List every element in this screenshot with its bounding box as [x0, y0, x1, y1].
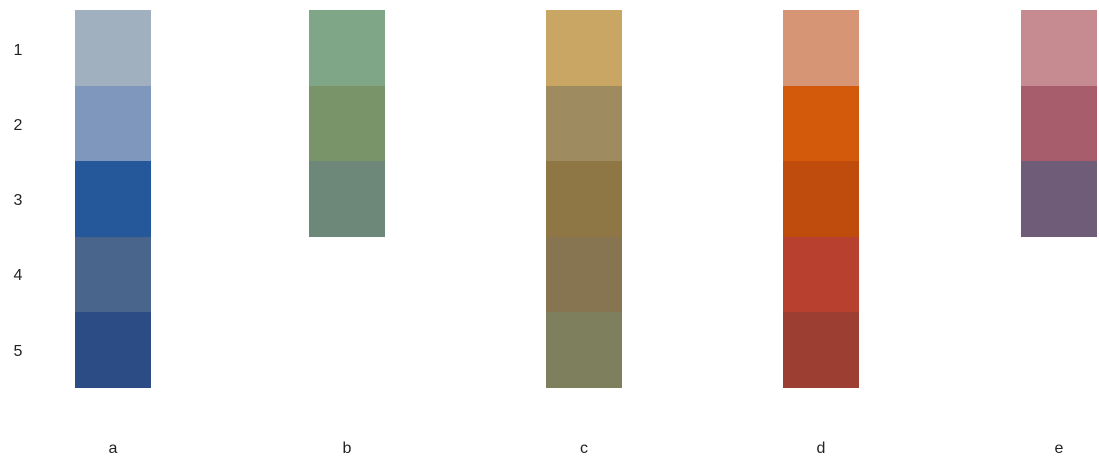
swatch-column-c	[546, 10, 622, 388]
row-label-5: 5	[13, 343, 23, 360]
swatch-a-4	[75, 236, 151, 312]
swatch-c-1	[546, 10, 622, 86]
swatch-a-2	[75, 85, 151, 161]
row-label-4: 4	[13, 267, 23, 284]
swatch-c-5	[546, 312, 622, 388]
swatch-d-4	[783, 236, 859, 312]
swatch-d-2	[783, 85, 859, 161]
row-label-1: 1	[13, 42, 23, 59]
swatch-d-5	[783, 312, 859, 388]
swatch-e-3	[1021, 161, 1097, 237]
swatch-e-2	[1021, 85, 1097, 161]
swatch-column-b	[309, 10, 385, 237]
swatch-b-2	[309, 85, 385, 161]
column-label-a: a	[108, 440, 118, 457]
swatch-e-1	[1021, 10, 1097, 86]
swatch-c-4	[546, 236, 622, 312]
swatch-column-a	[75, 10, 151, 388]
swatch-column-e	[1021, 10, 1097, 237]
swatch-d-3	[783, 161, 859, 237]
column-label-e: e	[1054, 440, 1064, 457]
column-label-d: d	[816, 440, 826, 457]
swatch-d-1	[783, 10, 859, 86]
swatch-b-1	[309, 10, 385, 86]
column-label-b: b	[342, 440, 352, 457]
row-label-2: 2	[13, 117, 23, 134]
row-label-3: 3	[13, 192, 23, 209]
swatch-a-3	[75, 161, 151, 237]
column-label-c: c	[580, 440, 588, 457]
swatch-c-3	[546, 161, 622, 237]
swatch-c-2	[546, 85, 622, 161]
swatch-a-5	[75, 312, 151, 388]
swatch-a-1	[75, 10, 151, 86]
swatch-column-d	[783, 10, 859, 388]
swatch-b-3	[309, 161, 385, 237]
